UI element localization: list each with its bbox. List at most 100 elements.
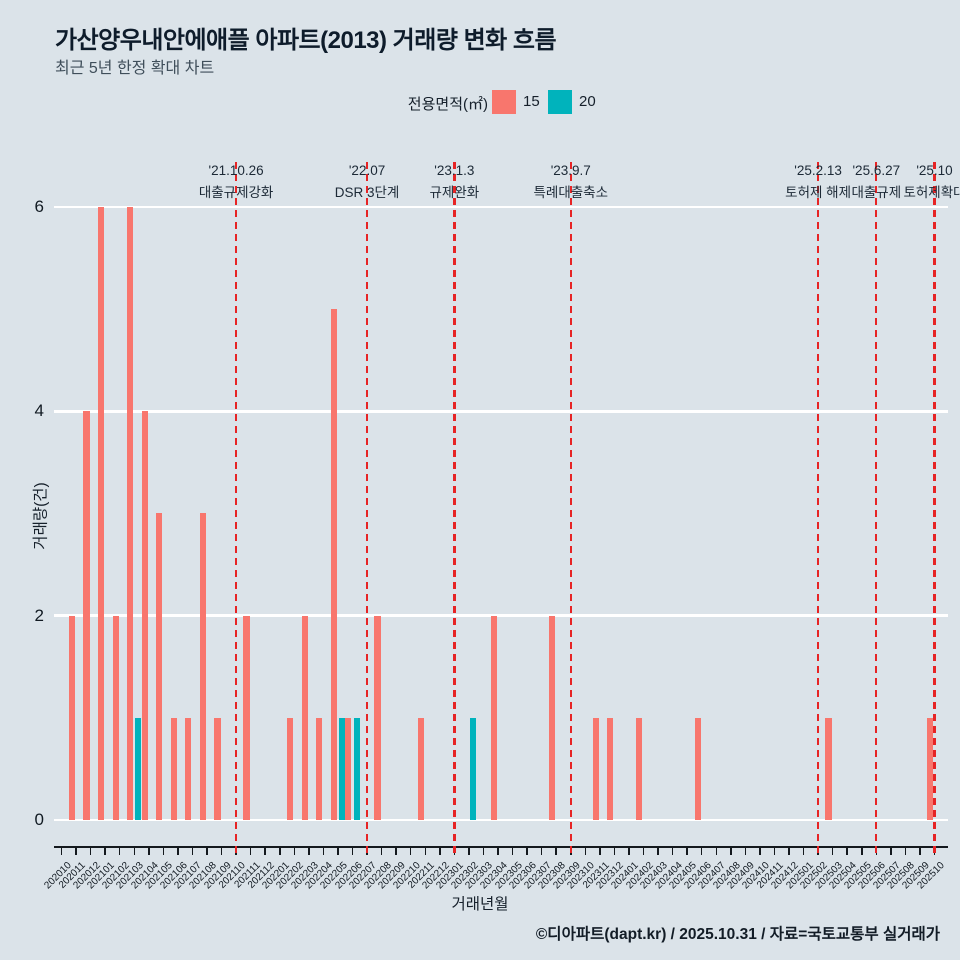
x-tick bbox=[686, 847, 688, 855]
x-tick bbox=[293, 847, 296, 855]
x-tick bbox=[613, 847, 616, 855]
chart-title: 가산양우내안에애플 아파트(2013) 거래량 변화 흐름 bbox=[55, 27, 557, 54]
x-tick bbox=[671, 847, 674, 855]
event-line-202207 bbox=[365, 162, 369, 854]
x-tick bbox=[628, 847, 630, 855]
x-tick bbox=[468, 847, 470, 855]
event-annotation-202301: '23.1.3 규제완화 bbox=[379, 160, 529, 203]
x-tick bbox=[744, 847, 747, 855]
gridline-y4 bbox=[54, 410, 948, 413]
x-tick bbox=[162, 847, 165, 855]
event-label: 특례대출축소 bbox=[533, 184, 609, 200]
x-tick bbox=[337, 847, 339, 855]
x-tick bbox=[380, 847, 383, 855]
bar-15-202211 bbox=[418, 717, 425, 820]
bar-15-202204 bbox=[316, 717, 323, 820]
bar-15-202208 bbox=[374, 615, 381, 820]
bar-15-202108 bbox=[199, 513, 206, 820]
bar-15-202105 bbox=[156, 513, 163, 820]
x-tick bbox=[424, 847, 426, 855]
legend-label-15: 15 bbox=[523, 93, 540, 110]
bar-15-202304 bbox=[490, 615, 497, 820]
gridline-y0 bbox=[54, 818, 948, 822]
bar-15-202503 bbox=[825, 717, 832, 820]
bar-15-202111 bbox=[243, 615, 250, 820]
bar-15-202402 bbox=[636, 717, 643, 820]
bar-15-202510 bbox=[927, 717, 934, 820]
x-tick bbox=[700, 847, 703, 855]
y-tick-label: 4 bbox=[34, 401, 44, 421]
event-annotation-202207: '22.07 DSR 3단계 bbox=[292, 160, 442, 203]
event-line-202309 bbox=[569, 162, 572, 854]
x-tick bbox=[584, 847, 587, 855]
bar-15-202203 bbox=[301, 615, 308, 820]
bar-20-202103 bbox=[135, 717, 142, 820]
legend-swatch-15 bbox=[492, 90, 516, 114]
bar-15-202106 bbox=[170, 717, 177, 820]
event-date: '23.1.3 bbox=[434, 163, 475, 178]
event-line-202506 bbox=[875, 162, 878, 854]
event-annotation-202506: '25.6.27 대출규제 bbox=[801, 160, 951, 203]
event-label: 대출규제 bbox=[851, 184, 902, 200]
bar-15-202104 bbox=[141, 411, 148, 820]
bar-15-202202 bbox=[287, 717, 294, 820]
x-axis-title: 거래년월 bbox=[451, 896, 509, 913]
x-tick bbox=[148, 847, 150, 855]
event-label: 대출규제강화 bbox=[198, 184, 274, 200]
x-tick bbox=[497, 847, 499, 855]
bar-15-202206 bbox=[345, 717, 352, 820]
x-tick bbox=[60, 847, 63, 855]
event-annotation-202110: '21.10.26 대출규제강화 bbox=[161, 160, 311, 203]
event-line-202110 bbox=[234, 162, 238, 854]
bar-15-202205 bbox=[330, 309, 337, 820]
y-tick-label: 0 bbox=[34, 810, 44, 829]
bar-15-202012 bbox=[83, 411, 90, 820]
gridline-y2 bbox=[54, 614, 948, 617]
x-tick bbox=[322, 847, 325, 855]
x-tick bbox=[104, 847, 106, 855]
x-tick bbox=[133, 847, 135, 855]
x-tick bbox=[118, 847, 121, 855]
x-tick bbox=[249, 847, 252, 855]
bar-15-202312 bbox=[607, 717, 614, 820]
event-line-202301 bbox=[453, 162, 456, 854]
legend-label-20: 20 bbox=[579, 93, 596, 110]
x-tick bbox=[861, 847, 863, 855]
x-tick bbox=[395, 847, 397, 855]
bar-15-202311 bbox=[592, 717, 599, 820]
source-footer: ©디아파트(dapt.kr) / 2025.10.31 / 자료=국토교통부 실… bbox=[535, 926, 940, 943]
event-line-202510 bbox=[933, 162, 936, 854]
bar-15-202107 bbox=[185, 717, 192, 820]
bar-20-202205 bbox=[338, 717, 346, 820]
event-label: 규제완화 bbox=[429, 184, 480, 200]
event-date: '25.2.13 bbox=[794, 163, 842, 178]
x-tick bbox=[526, 847, 528, 855]
x-tick bbox=[773, 847, 776, 855]
event-annotation-202502: '25.2.13 토허제 해제 bbox=[743, 160, 893, 203]
event-annotation-202510: '25.10 토허제확대 bbox=[860, 160, 960, 203]
x-tick bbox=[904, 847, 907, 855]
bar-15-202406 bbox=[694, 717, 701, 820]
x-tick bbox=[890, 847, 892, 855]
legend-title: 전용면적(㎡) bbox=[407, 96, 488, 113]
event-date: '23.9.7 bbox=[550, 163, 591, 178]
y-tick-label: 6 bbox=[34, 196, 44, 216]
x-tick bbox=[279, 847, 281, 855]
x-tick bbox=[308, 847, 310, 855]
bar-15-202103 bbox=[127, 206, 134, 820]
x-tick bbox=[555, 847, 557, 855]
bar-15-202109 bbox=[214, 717, 221, 820]
x-tick bbox=[730, 847, 732, 855]
x-tick bbox=[511, 847, 514, 855]
bar-15-202308 bbox=[549, 615, 556, 820]
bar-20-202206 bbox=[353, 717, 360, 820]
bar-20-202302 bbox=[469, 717, 477, 820]
x-tick bbox=[715, 847, 717, 855]
x-tick bbox=[802, 847, 805, 855]
event-label: DSR 3단계 bbox=[334, 184, 400, 200]
event-date: '25.6.27 bbox=[852, 163, 901, 178]
x-tick bbox=[540, 847, 543, 855]
legend-swatch-20 bbox=[548, 90, 572, 114]
